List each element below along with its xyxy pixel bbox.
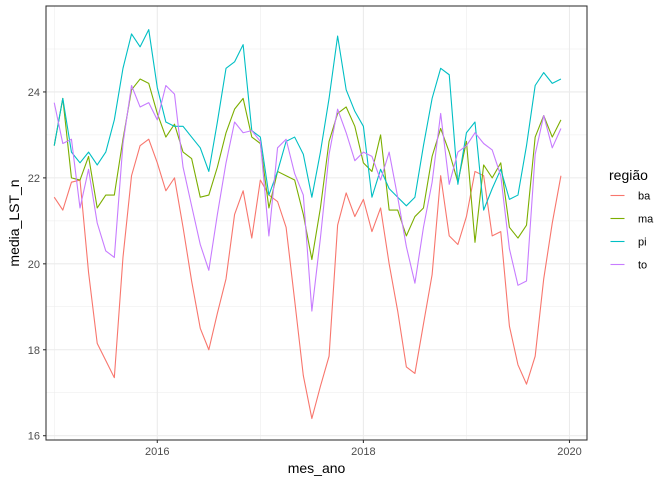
y-axis-title: media_LST_n [6,179,22,266]
y-tick-label: 24 [28,87,40,99]
legend-label-to: to [638,260,647,272]
y-tick-label: 20 [28,259,40,271]
plot-panel [46,6,587,440]
legend-label-ma: ma [638,214,654,226]
x-tick-label: 2018 [351,446,375,458]
plot-border [45,5,588,441]
y-axis-ticks: 16 18 20 22 24 [28,87,46,443]
y-tick-label: 22 [28,173,40,185]
legend: região ba ma pi to [609,167,654,273]
x-axis-ticks: 2016 2018 2020 [145,440,582,458]
series-line-ba [53,138,562,420]
x-axis-title: mes_ano [288,460,346,476]
x-tick-label: 2020 [557,446,581,458]
legend-label-pi: pi [638,237,647,249]
minor-gridlines [46,6,587,440]
series-lines [53,29,562,420]
x-tick-label: 2016 [145,446,169,458]
legend-label-ba: ba [638,191,651,203]
y-tick-label: 16 [28,431,40,443]
series-line-to [53,84,562,312]
legend-title: região [609,167,648,183]
y-tick-label: 18 [28,345,40,357]
series-line-pi [53,29,562,211]
major-gridlines [46,6,587,440]
series-line-ma [53,78,562,261]
